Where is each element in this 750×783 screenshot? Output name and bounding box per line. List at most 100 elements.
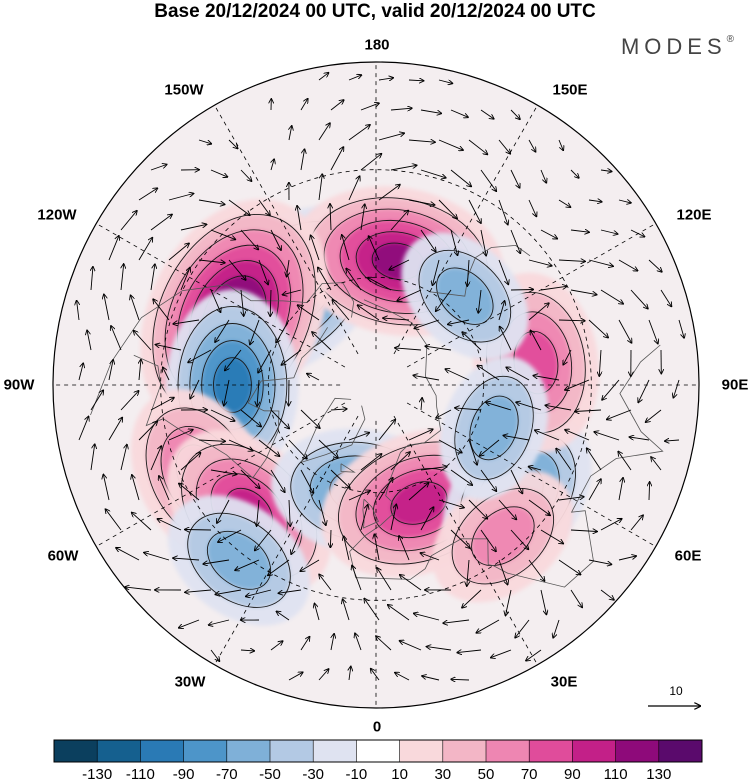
wind-vector <box>390 165 417 171</box>
wind-vector <box>526 649 542 661</box>
lon-label-90e: 90E <box>721 376 749 394</box>
wind-vector <box>498 301 505 321</box>
wind-vector <box>438 199 457 219</box>
wind-vector <box>150 398 174 411</box>
wind-vector <box>358 305 380 321</box>
wind-vector <box>498 139 510 154</box>
colorbar-segment <box>615 740 660 762</box>
wind-vector <box>450 529 470 548</box>
wind-vector <box>408 429 433 441</box>
wind-vector <box>648 319 658 344</box>
wind-vector <box>348 491 370 501</box>
wind-vector <box>540 229 557 239</box>
wind-vector <box>588 559 611 564</box>
wind-vector <box>618 478 623 501</box>
wind-vector <box>556 449 572 471</box>
wind-vector <box>368 278 392 291</box>
wind-vector <box>510 229 520 253</box>
wind-vector <box>480 169 496 191</box>
wind-vector <box>594 432 620 441</box>
wind-vector <box>558 559 581 575</box>
wind-vector <box>462 332 482 351</box>
wind-vector <box>138 421 157 441</box>
wind-vector <box>425 346 452 351</box>
colorbar-segment <box>658 740 703 762</box>
wind-vector <box>185 590 212 592</box>
wind-vector <box>190 379 200 399</box>
wind-vector <box>348 75 361 81</box>
wind-vector <box>228 439 253 451</box>
colorbar-label: 90 <box>564 766 581 783</box>
wind-vector <box>210 649 219 661</box>
wind-vector <box>445 369 470 381</box>
wind-vector <box>480 109 494 119</box>
wind-vector <box>570 169 579 178</box>
colorbar-frame <box>53 739 703 763</box>
wind-vector <box>270 641 283 651</box>
wind-vector <box>448 319 470 324</box>
wind-vector <box>565 430 590 441</box>
wind-vector <box>533 376 560 381</box>
wind-vector <box>289 499 290 526</box>
wind-vector <box>330 469 350 488</box>
wind-vector <box>210 469 237 474</box>
wind-vector <box>360 154 381 171</box>
wind-vector <box>374 534 380 561</box>
wind-vector <box>648 259 662 272</box>
wind-vector <box>528 259 552 266</box>
wind-vector <box>138 188 157 201</box>
wind-vector <box>270 289 271 316</box>
colorbar-segment <box>356 740 400 762</box>
wind-vector <box>531 331 542 351</box>
wind-vector <box>288 439 307 459</box>
wind-vector <box>618 452 632 471</box>
wind-vector <box>282 349 302 365</box>
wind-vector <box>390 211 408 231</box>
wind-vector <box>180 224 206 231</box>
lon-label-150e: 150E <box>552 81 588 99</box>
wind-vector <box>91 267 93 291</box>
wind-vector <box>215 589 242 594</box>
wind-vector <box>268 559 290 575</box>
wind-vector <box>131 295 140 321</box>
wind-vector <box>390 452 410 471</box>
wind-vector <box>558 320 585 321</box>
wind-vector <box>108 418 122 441</box>
wind-vector <box>600 289 623 304</box>
wind-vector <box>258 259 268 284</box>
wind-vector <box>144 553 170 561</box>
colorbar-segment <box>529 740 573 762</box>
colorbar-segment <box>313 740 357 762</box>
wind-vector <box>510 529 528 549</box>
wind-vector <box>78 363 83 381</box>
map-border <box>52 61 700 709</box>
map-title: Base 20/12/2024 00 UTC, valid 20/12/2024… <box>154 1 596 22</box>
wind-vector <box>558 139 563 150</box>
wind-vector <box>188 349 212 362</box>
wind-vector <box>104 295 110 321</box>
wind-vector <box>311 235 320 261</box>
wind-vector <box>420 229 436 252</box>
wind-vector <box>540 589 546 614</box>
wind-vector <box>570 589 582 607</box>
wind-vector <box>330 100 344 111</box>
wind-vector <box>646 409 662 422</box>
wind-vector <box>651 457 662 471</box>
colorbar-label: 50 <box>477 766 495 783</box>
wind-vector <box>491 649 512 658</box>
colorbar-segment <box>97 740 141 762</box>
wind-vector <box>630 229 644 237</box>
wind-vector <box>450 169 471 186</box>
wind-vector <box>255 529 272 550</box>
wind-vector <box>395 673 410 681</box>
wind-vector <box>660 289 671 306</box>
coastline <box>90 282 355 416</box>
wind-vector <box>300 637 310 651</box>
lon-label-30w: 30W <box>174 673 206 691</box>
wind-vector <box>289 126 292 141</box>
colorbar-segment <box>270 740 314 762</box>
wind-vector <box>179 619 200 628</box>
wind-vector <box>535 430 560 441</box>
wind-vector <box>528 139 536 152</box>
